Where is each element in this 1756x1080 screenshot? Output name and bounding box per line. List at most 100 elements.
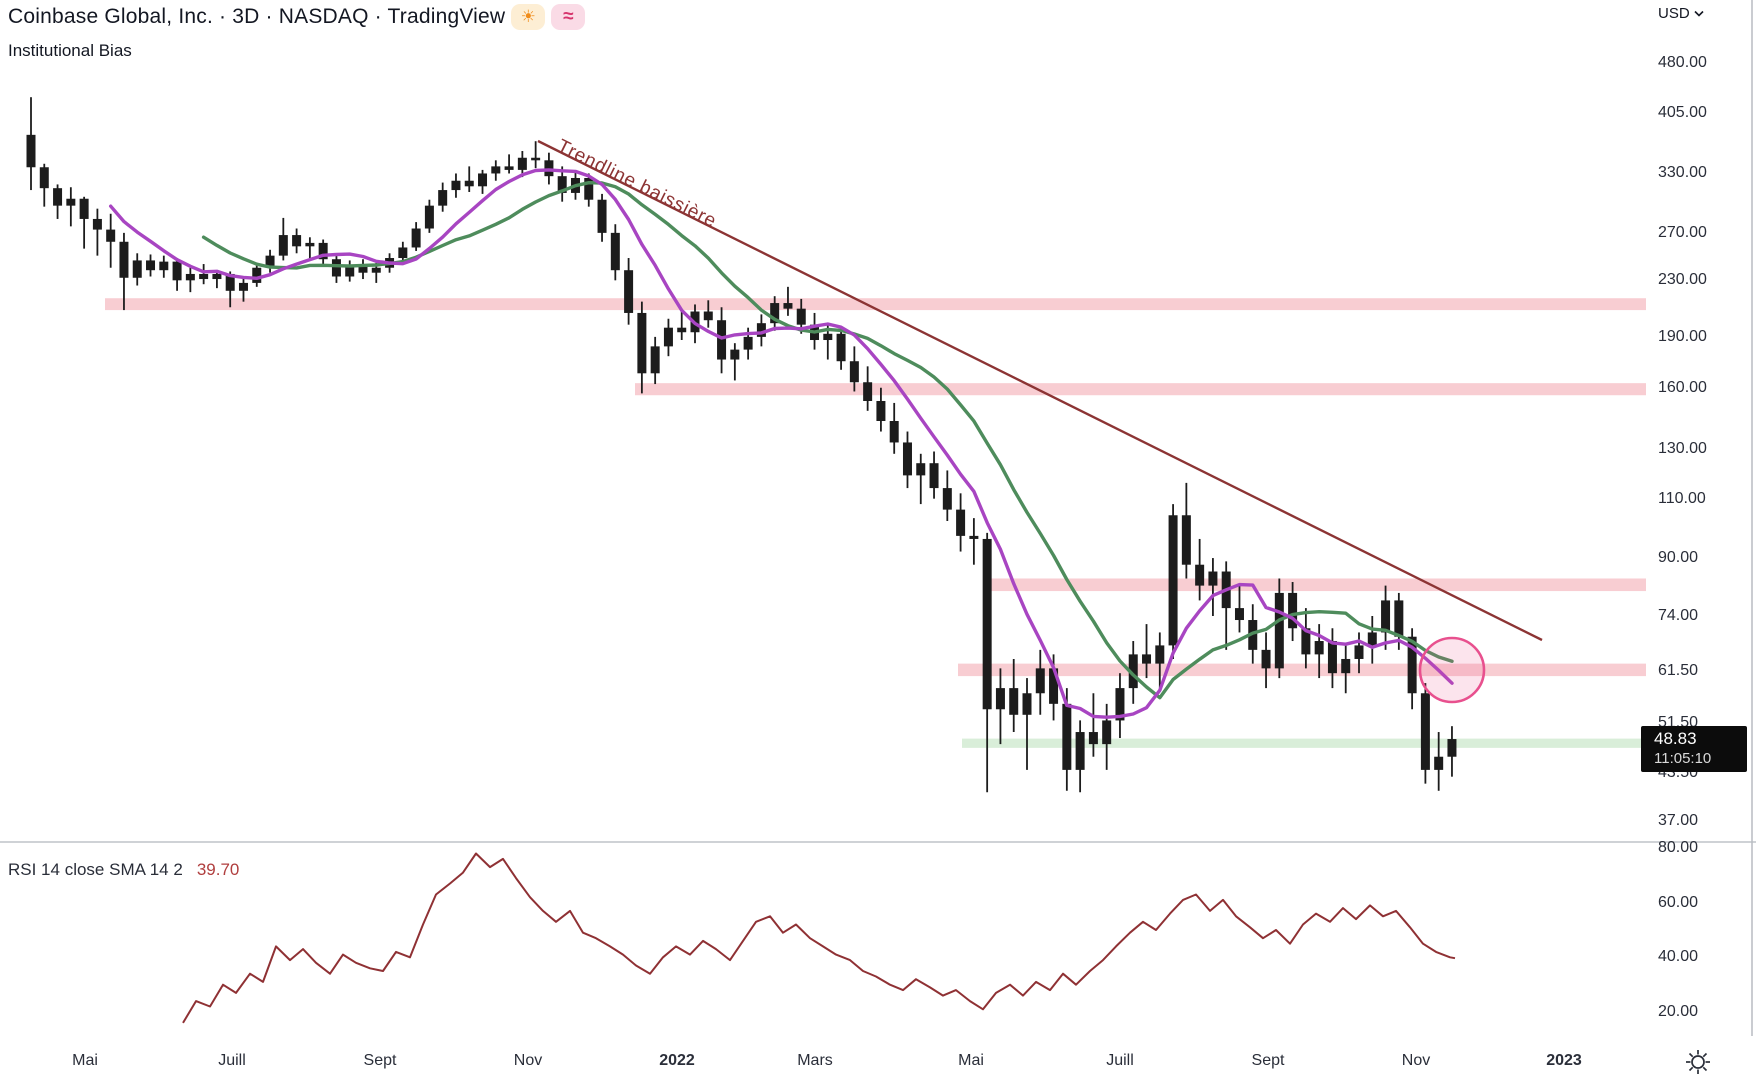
time-axis-label: Sept: [363, 1052, 397, 1069]
candle-body: [1274, 592, 1284, 669]
candle-body: [451, 180, 461, 191]
time-axis-label: Juill: [218, 1052, 246, 1069]
candle-body: [1381, 600, 1391, 633]
candle-body: [743, 336, 753, 350]
candle-body: [1208, 571, 1218, 586]
candle-body: [1168, 515, 1178, 646]
candle-body: [265, 255, 275, 268]
candle-body: [331, 259, 341, 277]
candle-body: [1327, 641, 1337, 674]
candle-body: [1434, 756, 1444, 770]
price-tick-label: 74.00: [1658, 606, 1699, 624]
candle-body: [703, 311, 713, 321]
candle-body: [238, 282, 248, 291]
candle-body: [956, 509, 966, 536]
time-axis-label: Nov: [1401, 1052, 1431, 1069]
candle-body: [1301, 628, 1311, 655]
candle-body: [185, 273, 195, 281]
price-tick-label: 90.00: [1658, 549, 1699, 567]
candle-body: [278, 235, 288, 256]
candle-body: [1009, 688, 1019, 715]
candle-body: [597, 199, 607, 233]
candle-body: [146, 260, 156, 271]
candle-body: [318, 242, 328, 260]
rsi-tick-label: 40.00: [1658, 948, 1699, 966]
currency-label: USD: [1658, 5, 1690, 22]
time-axis-label: 2023: [1546, 1052, 1582, 1069]
time-axis-label: Mai: [958, 1052, 984, 1069]
symbol-header[interactable]: Coinbase Global, Inc. · 3D · NASDAQ · Tr…: [8, 4, 586, 30]
candle-body: [106, 229, 116, 242]
candle-body: [637, 312, 647, 374]
last-price-label: 48.83 11:05:10: [1641, 726, 1747, 772]
candle-body: [531, 157, 541, 161]
settings-gear-icon[interactable]: [1684, 1048, 1712, 1076]
candle-body: [663, 327, 673, 347]
candle-body: [292, 235, 302, 247]
candle-body: [39, 167, 49, 189]
candle-body: [1075, 732, 1085, 770]
bearish-trendline[interactable]: [537, 139, 1543, 642]
candle-body: [172, 261, 182, 281]
candle-body: [464, 180, 474, 187]
rsi-pane[interactable]: [182, 852, 1456, 1024]
candle-body: [1447, 739, 1457, 757]
candle-body: [650, 346, 660, 374]
candle-body: [491, 166, 501, 174]
price-tick-label: 61.50: [1658, 661, 1699, 679]
candle-body: [584, 177, 594, 200]
candle-body: [119, 241, 129, 278]
rsi-tick-label: 20.00: [1658, 1003, 1699, 1020]
last-price-value: 48.83: [1654, 729, 1697, 748]
candle-body: [1354, 645, 1364, 659]
chevron-down-icon: [1694, 10, 1704, 17]
candle-body: [1128, 654, 1138, 689]
candle-body: [1234, 608, 1244, 621]
price-tick-label: 230.00: [1658, 271, 1707, 289]
price-tick-label: 190.00: [1658, 327, 1707, 345]
price-tick-label: 160.00: [1658, 378, 1707, 396]
candle-body: [1195, 564, 1205, 586]
rsi-indicator-legend[interactable]: RSI 14 close SMA 14 2 39.70: [8, 860, 239, 880]
candle-body: [199, 273, 209, 280]
candle-body: [1062, 703, 1072, 770]
candle-body: [1288, 592, 1298, 629]
candle-body: [1261, 649, 1271, 669]
candle-body: [557, 176, 567, 193]
rsi-line: [182, 852, 1456, 1024]
waves-icon: ≈: [551, 4, 586, 30]
candle-body: [225, 273, 235, 291]
time-axis-label: Sept: [1251, 1052, 1285, 1069]
candle-body: [1341, 658, 1351, 674]
candle-body: [26, 134, 36, 168]
candle-body: [159, 261, 169, 271]
candle-body: [1367, 632, 1377, 646]
price-tick-label: 330.00: [1658, 164, 1707, 182]
price-tick-label: 37.00: [1658, 812, 1699, 830]
candle-body: [358, 265, 368, 273]
candle-body: [305, 242, 315, 247]
candle-body: [1102, 720, 1112, 745]
candle-body: [1022, 693, 1032, 715]
support-zone-48: [962, 738, 1646, 748]
candle-body: [969, 535, 979, 539]
candle-body: [902, 442, 912, 476]
candle-body: [610, 232, 620, 271]
candle-body: [876, 400, 886, 421]
candle-body: [1035, 668, 1045, 694]
highlight-circle[interactable]: [1418, 636, 1486, 704]
candle-body: [1394, 600, 1404, 637]
price-tick-label: 130.00: [1658, 440, 1707, 458]
candle-body: [1155, 645, 1165, 664]
candle-body: [1142, 654, 1152, 664]
price-tick-label: 270.00: [1658, 223, 1707, 241]
candle-body: [836, 333, 846, 362]
candle-body: [53, 188, 63, 206]
main-pane[interactable]: [26, 97, 1647, 793]
slow-ma-line: [201, 181, 1454, 700]
candle-body: [717, 320, 727, 360]
currency-dropdown[interactable]: USD: [1658, 5, 1704, 22]
chart-title[interactable]: Coinbase Global, Inc. · 3D · NASDAQ · Tr…: [8, 5, 506, 28]
rsi-value: 39.70: [196, 860, 240, 879]
